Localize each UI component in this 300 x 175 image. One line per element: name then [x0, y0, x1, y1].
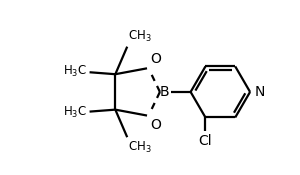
Text: B: B [160, 85, 170, 99]
Text: O: O [150, 118, 161, 132]
Text: N: N [255, 85, 266, 99]
Text: CH$_3$: CH$_3$ [128, 140, 152, 155]
Text: O: O [150, 52, 161, 66]
Text: Cl: Cl [199, 134, 212, 148]
Text: CH$_3$: CH$_3$ [128, 29, 152, 44]
Text: H$_3$C: H$_3$C [64, 105, 88, 120]
Text: H$_3$C: H$_3$C [64, 64, 88, 79]
